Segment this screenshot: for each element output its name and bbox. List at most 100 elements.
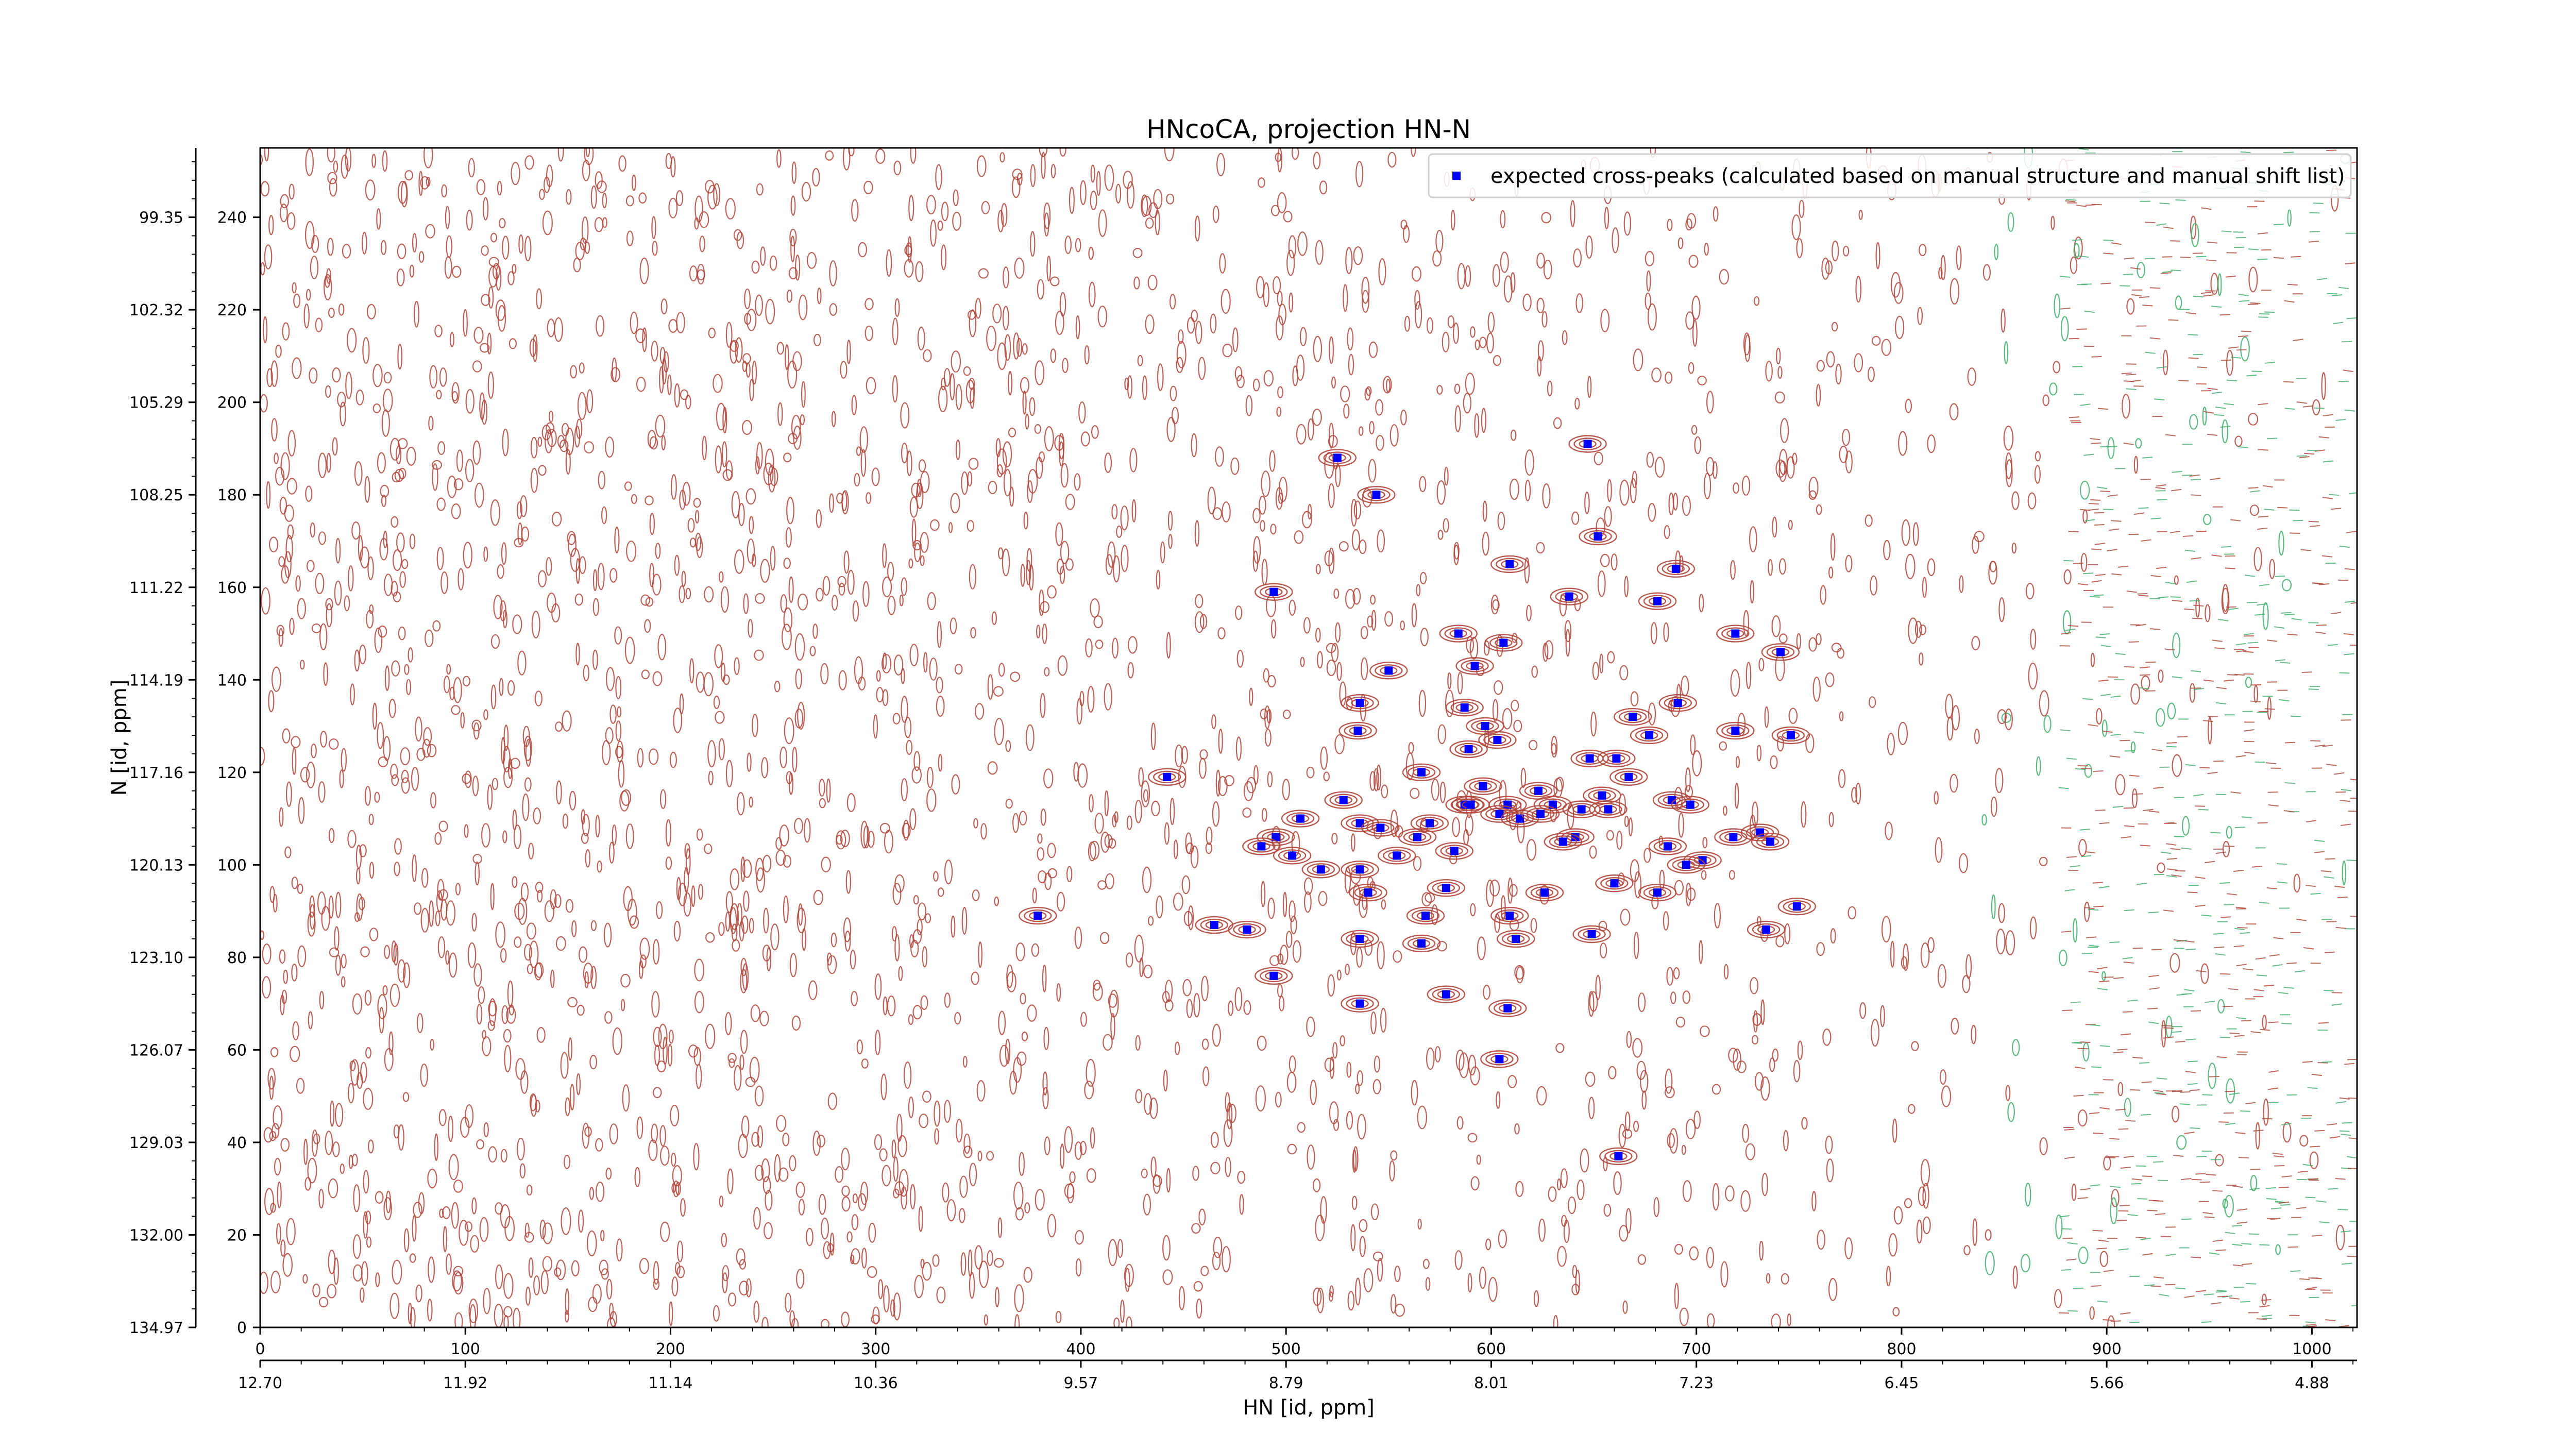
legend[interactable]: expected cross-peaks (calculated based o… <box>1428 153 2352 198</box>
contour-blob <box>554 894 562 908</box>
contour-blob <box>1013 332 1020 360</box>
contour-blob <box>1758 658 1765 671</box>
contour-blob <box>725 322 733 348</box>
contour-blob <box>1100 831 1110 853</box>
cross-peak-marker <box>1355 865 1364 874</box>
contour-blob <box>1301 511 1312 529</box>
contour-blob <box>1613 1171 1622 1195</box>
contour-blob <box>918 1206 923 1232</box>
contour-blob <box>389 983 400 1007</box>
contour-blob <box>906 450 912 476</box>
contour-blob <box>750 1004 760 1022</box>
contour-blob <box>2011 542 2016 554</box>
contour-blob <box>2338 1325 2350 1327</box>
contour-blob <box>1205 842 1212 854</box>
contour-blob <box>1055 1310 1062 1324</box>
contour-blob <box>1646 270 1651 292</box>
contour-blob <box>512 614 522 634</box>
contour-blob <box>306 762 316 788</box>
contour-blob <box>1173 892 1183 911</box>
contour-blob <box>427 1168 437 1189</box>
contour-blob <box>434 1133 438 1161</box>
contour-blob <box>2323 414 2333 417</box>
contour-blob <box>1465 265 1471 287</box>
contour-blob <box>582 814 590 837</box>
contour-blob <box>1317 651 1323 669</box>
contour-blob <box>1066 866 1073 883</box>
x-tick-label: 0 <box>255 1340 265 1358</box>
cross-peak-marker <box>1673 699 1682 707</box>
contour-blob <box>495 265 502 291</box>
cross-peak-marker <box>1604 805 1613 814</box>
peak-contour <box>1500 810 1539 828</box>
contour-blob <box>2124 1098 2131 1117</box>
contour-blob <box>2346 317 2357 319</box>
contour-blob <box>2311 1073 2323 1076</box>
contour-blob <box>1868 696 1876 708</box>
contour-blob <box>863 825 870 849</box>
contour-blob <box>1624 1111 1631 1132</box>
contour-blob <box>2226 379 2238 382</box>
contour-blob <box>635 328 646 343</box>
contour-blob <box>719 1195 724 1207</box>
contour-blob <box>2312 399 2320 416</box>
contour-blob <box>996 448 1007 475</box>
contour-blob <box>1875 242 1880 269</box>
contour-blob <box>2313 203 2324 204</box>
contour-blob <box>1282 710 1291 719</box>
contour-blob <box>366 610 374 629</box>
contour-blob <box>1510 272 1516 293</box>
contour-blob <box>1916 1219 1923 1244</box>
peak-contour <box>1672 858 1700 871</box>
contour-blob <box>1278 492 1283 504</box>
contour-blob <box>1135 1035 1141 1051</box>
contour-blob <box>668 197 678 218</box>
contour-blob <box>926 788 937 812</box>
contour-blob <box>1156 569 1161 590</box>
contour-blob <box>1951 1017 1959 1035</box>
contour-blob <box>1832 240 1839 262</box>
contour-blob <box>918 459 926 473</box>
contour-blob <box>359 844 367 857</box>
contour-blob <box>892 883 902 905</box>
contour-blob <box>1781 1273 1789 1285</box>
contour-blob <box>446 1253 452 1275</box>
contour-blob <box>2232 1243 2243 1246</box>
contour-blob <box>506 1006 516 1024</box>
contour-blob <box>715 711 725 724</box>
cross-peak-marker <box>1210 921 1218 930</box>
contour-blob <box>2303 452 2315 455</box>
contour-blob <box>2112 805 2123 808</box>
contour-blob <box>270 1047 279 1057</box>
contour-blob <box>565 1310 569 1323</box>
cross-peak-marker <box>1481 722 1489 731</box>
contour-blob <box>1706 391 1714 414</box>
contour-blob <box>502 428 509 457</box>
contour-blob <box>2269 954 2280 957</box>
contour-blob <box>2337 1208 2348 1210</box>
contour-blob <box>352 993 363 1015</box>
contour-blob <box>374 627 383 653</box>
contour-blob <box>1137 355 1143 366</box>
contour-blob <box>2077 583 2089 586</box>
contour-blob <box>1702 836 1708 849</box>
contour-blob <box>2243 651 2254 653</box>
peak-contour <box>1643 595 1672 608</box>
contour-blob <box>605 1168 612 1180</box>
contour-blob <box>2171 269 2181 272</box>
contour-blob <box>2096 707 2103 725</box>
contour-blob <box>1371 610 1377 631</box>
contour-blob <box>2072 239 2082 241</box>
contour-blob <box>487 1020 495 1031</box>
contour-blob <box>312 1283 320 1298</box>
contour-blob <box>1544 640 1554 660</box>
contour-blob <box>1771 1313 1781 1327</box>
contour-blob <box>1971 1024 1977 1044</box>
contour-blob <box>1366 386 1372 396</box>
contour-blob <box>2081 952 2093 954</box>
contour-blob <box>1224 775 1235 786</box>
contour-blob <box>760 559 770 583</box>
contour-blob <box>649 513 655 535</box>
contour-blob <box>490 684 497 710</box>
contour-blob <box>1500 210 1506 228</box>
